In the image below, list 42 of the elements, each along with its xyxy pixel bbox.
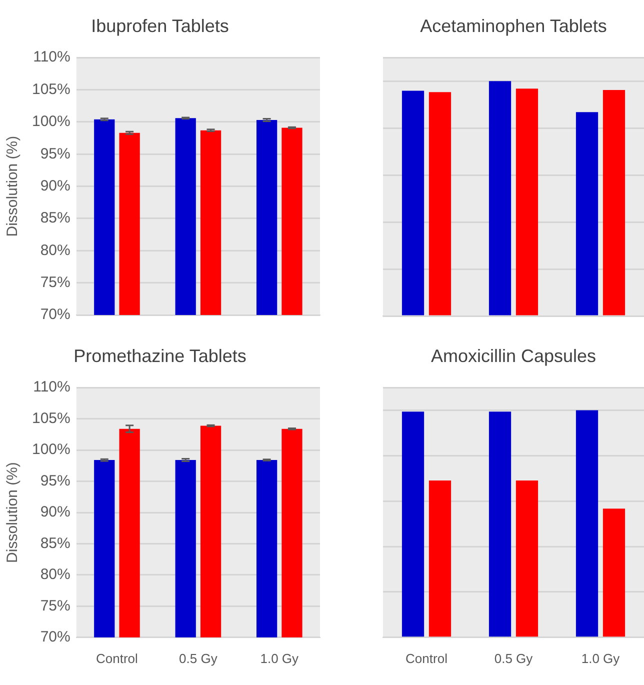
bar (402, 90, 424, 316)
x-tick-label: Control (96, 650, 138, 666)
y-tick-label: 70% (40, 306, 70, 324)
y-axis-title: Dissolution (%) (4, 462, 22, 563)
y-tick-label: 110% (33, 378, 70, 396)
y-tick-label: 80% (40, 242, 70, 259)
x-tick-label: 0.5 Gy (179, 650, 218, 666)
bar (602, 90, 626, 316)
y-tick-label: 95% (40, 145, 70, 162)
chart-title: Acetaminophen Tablets (420, 16, 607, 36)
y-tick-label: 110% (33, 48, 70, 66)
x-tick-label: Control (406, 650, 448, 666)
y-tick-label: 90% (40, 177, 70, 194)
y-tick-label: 85% (40, 210, 70, 227)
y-tick-label: 85% (40, 534, 70, 552)
y-tick-label: 75% (40, 274, 70, 291)
chart-title: Promethazine Tablets (74, 346, 246, 366)
bar (516, 88, 538, 316)
y-tick-label: 100% (32, 113, 70, 130)
y-tick-label: 95% (40, 472, 70, 490)
bar (488, 412, 512, 637)
bar (576, 410, 598, 637)
bar (576, 112, 598, 316)
y-tick-label: 80% (40, 566, 70, 584)
y-tick-label: 70% (40, 628, 70, 646)
y-tick-label: 105% (32, 410, 70, 427)
bar (516, 480, 538, 637)
bar (428, 480, 452, 637)
bar (428, 92, 452, 316)
chart-title: Ibuprofen Tablets (91, 16, 229, 36)
y-tick-label: 90% (40, 504, 70, 521)
y-axis-title: Dissolution (%) (4, 136, 22, 237)
y-tick-label: 75% (40, 597, 70, 614)
bar (602, 508, 626, 637)
chart-title: Amoxicillin Capsules (430, 346, 596, 366)
bar (402, 412, 424, 637)
x-tick-label: 0.5 Gy (494, 650, 534, 666)
x-tick-label: 1.0 Gy (260, 650, 300, 666)
y-tick-label: 100% (32, 441, 70, 458)
x-tick-label: 1.0 Gy (581, 650, 620, 666)
bar (488, 81, 512, 316)
y-tick-label: 105% (32, 80, 70, 98)
